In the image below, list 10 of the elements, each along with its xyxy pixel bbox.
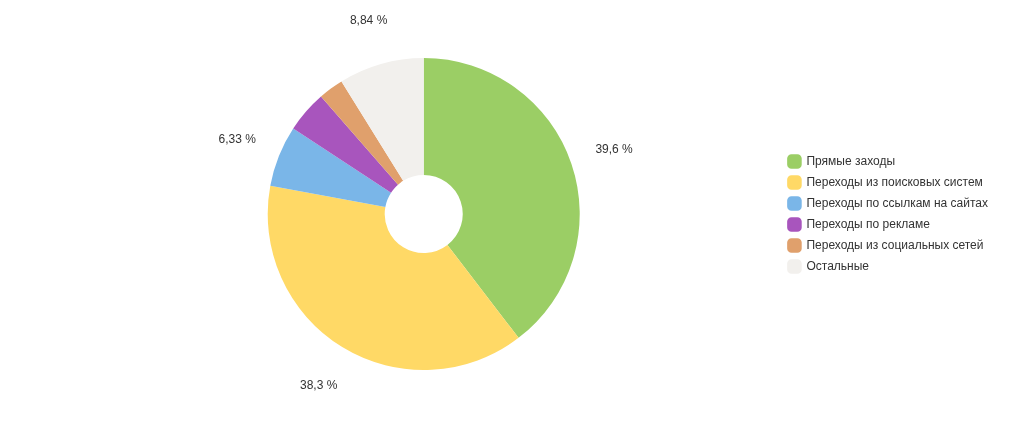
legend-label: Прямые заходы	[806, 153, 896, 168]
data-label: 8,84 %	[349, 13, 388, 28]
legend-label: Остальные	[806, 258, 870, 273]
legend-label: Переходы из поисковых систем	[806, 174, 983, 189]
legend-label: Переходы по ссылкам на сайтах	[806, 195, 989, 210]
data-label: 38,3 %	[300, 377, 338, 392]
legend-label: Переходы по рекламе	[806, 216, 931, 231]
data-label: 6,33 %	[218, 131, 257, 146]
data-label: 39,6 %	[595, 141, 634, 156]
legend-label: Переходы из социальных сетей	[806, 237, 984, 252]
